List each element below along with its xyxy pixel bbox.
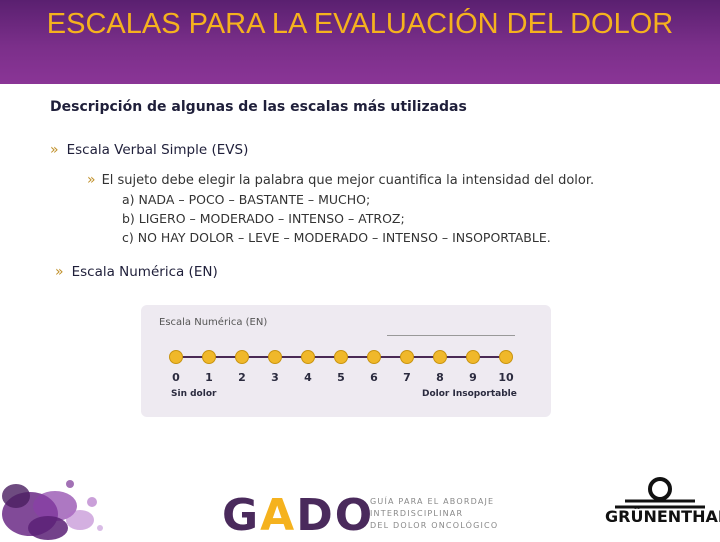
header-bar: ESCALAS PARA LA EVALUACIÓN DEL DOLOR (0, 0, 720, 84)
scale-max-label: Dolor Insoportable (422, 389, 517, 399)
scale-dot (367, 350, 381, 364)
scale-divider (387, 335, 515, 336)
scale-dot (301, 350, 315, 364)
scale-dot (466, 350, 480, 364)
ink-splash-decoration (2, 480, 103, 540)
numeric-scale-card: Escala Numérica (EN) 0 1 2 3 4 5 6 7 8 9 10 Sin do… (141, 305, 551, 417)
bullet-chevron-icon: » (55, 264, 64, 280)
bullet-chevron-icon: » (87, 172, 96, 188)
scale-dot (499, 350, 513, 364)
evs-option-b: b) LIGERO – MODERADO – INTENSO – ATROZ; (122, 211, 405, 226)
grunenthal-logo: GRÜNENTHAL (605, 507, 720, 526)
scale-dot (400, 350, 414, 364)
scale-dot (268, 350, 282, 364)
bullet-chevron-icon: » (50, 142, 59, 158)
scale-number: 6 (370, 371, 378, 384)
bullet-en: » Escala Numérica (EN) (55, 264, 218, 280)
scale-number: 8 (436, 371, 444, 384)
scale-min-label: Sin dolor (171, 389, 217, 399)
evs-heading: Escala Verbal Simple (EVS) (66, 142, 249, 158)
scale-number: 0 (172, 371, 180, 384)
scale-number: 9 (469, 371, 477, 384)
gado-logo: GADO (222, 490, 375, 541)
scale-dot (235, 350, 249, 364)
grunenthal-logo-icon (615, 477, 705, 509)
bullet-evs-description: » El sujeto debe elegir la palabra que me… (87, 172, 594, 188)
gado-tagline: GUÍA PARA EL ABORDAJE INTERDISCIPLINAR D… (370, 497, 499, 530)
evs-option-c: c) NO HAY DOLOR – LEVE – MODERADO – INTE… (122, 230, 551, 245)
scale-title: Escala Numérica (EN) (159, 317, 268, 328)
scale-dot (334, 350, 348, 364)
section-subtitle: Descripción de algunas de las escalas má… (50, 99, 467, 115)
scale-number: 5 (337, 371, 345, 384)
scale-dot (169, 350, 183, 364)
scale-number: 1 (205, 371, 213, 384)
scale-number: 7 (403, 371, 411, 384)
page-title: ESCALAS PARA LA EVALUACIÓN DEL DOLOR (46, 8, 674, 40)
scale-dot (433, 350, 447, 364)
scale-number: 4 (304, 371, 312, 384)
en-heading: Escala Numérica (EN) (71, 264, 218, 280)
scale-number: 10 (498, 371, 514, 384)
scale-dot (202, 350, 216, 364)
scale-number: 3 (271, 371, 279, 384)
evs-description: El sujeto debe elegir la palabra que mej… (101, 173, 595, 188)
bullet-evs: » Escala Verbal Simple (EVS) (50, 142, 248, 158)
evs-option-a: a) NADA – POCO – BASTANTE – MUCHO; (122, 192, 371, 207)
scale-number: 2 (238, 371, 246, 384)
